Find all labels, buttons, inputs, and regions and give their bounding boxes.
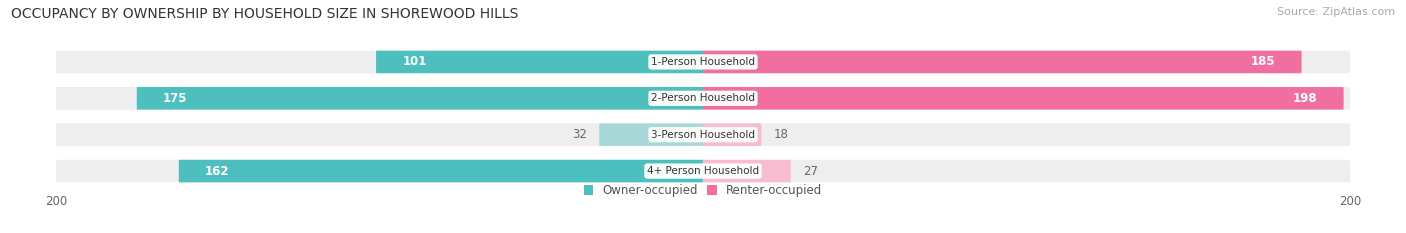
FancyBboxPatch shape [179, 160, 703, 182]
Text: 101: 101 [402, 55, 426, 69]
FancyBboxPatch shape [56, 87, 1350, 110]
FancyBboxPatch shape [375, 51, 703, 73]
Text: Source: ZipAtlas.com: Source: ZipAtlas.com [1277, 7, 1395, 17]
FancyBboxPatch shape [703, 51, 1302, 73]
FancyBboxPatch shape [703, 87, 1344, 110]
Text: 175: 175 [163, 92, 187, 105]
FancyBboxPatch shape [703, 123, 762, 146]
Text: 185: 185 [1251, 55, 1275, 69]
Legend: Owner-occupied, Renter-occupied: Owner-occupied, Renter-occupied [583, 184, 823, 197]
Text: 18: 18 [775, 128, 789, 141]
FancyBboxPatch shape [136, 87, 703, 110]
FancyBboxPatch shape [56, 51, 1350, 73]
FancyBboxPatch shape [703, 160, 790, 182]
Text: 1-Person Household: 1-Person Household [651, 57, 755, 67]
FancyBboxPatch shape [599, 123, 703, 146]
Text: 2-Person Household: 2-Person Household [651, 93, 755, 103]
Text: 162: 162 [205, 164, 229, 178]
FancyBboxPatch shape [56, 160, 1350, 182]
Text: 4+ Person Household: 4+ Person Household [647, 166, 759, 176]
Text: 32: 32 [572, 128, 586, 141]
FancyBboxPatch shape [56, 123, 1350, 146]
Text: 3-Person Household: 3-Person Household [651, 130, 755, 140]
Text: OCCUPANCY BY OWNERSHIP BY HOUSEHOLD SIZE IN SHOREWOOD HILLS: OCCUPANCY BY OWNERSHIP BY HOUSEHOLD SIZE… [11, 7, 519, 21]
Text: 27: 27 [803, 164, 818, 178]
Text: 198: 198 [1292, 92, 1317, 105]
